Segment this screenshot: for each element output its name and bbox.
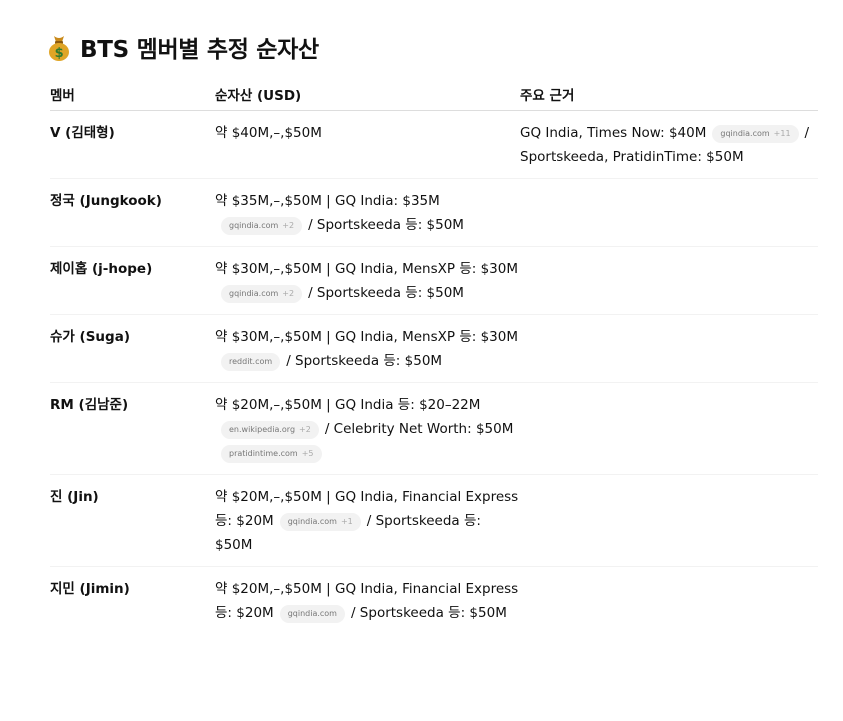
source-more-count: +2 <box>299 425 311 434</box>
svg-text:$: $ <box>55 46 64 61</box>
source-domain: gqindia.com <box>229 289 279 298</box>
source-more-count: +2 <box>282 289 295 298</box>
basis-cell: GQ India, Times Now: $40M gqindia.com +11/… <box>520 110 818 179</box>
source-domain: gqindia.com <box>287 517 337 526</box>
basis-cell <box>520 382 818 475</box>
net-worth-cell: 약 $20M,–,$50M | GQ India, Financial Expr… <box>215 474 520 567</box>
source-chip[interactable]: reddit.com <box>221 353 281 371</box>
table-row: 정국 (Jungkook) 약 $35M,–,$50M | GQ India: $… <box>50 178 818 247</box>
basis-cell <box>520 474 818 567</box>
source-chip[interactable]: gqindia.com <box>279 605 345 623</box>
table-row: 제이홉 (j-hope) 약 $30M,–,$50M | GQ India, Me… <box>50 246 818 315</box>
basis-cell <box>520 567 818 635</box>
net-worth-cell: 약 $30M,–,$50M | GQ India, MensXP 등: $30M… <box>215 246 520 315</box>
member-name: RM (김남준) <box>50 382 215 475</box>
cell-text: / Sportskeeda, PratidinTime: $50M <box>520 125 810 165</box>
net-worth-cell: 약 $20M,–,$50M | GQ India, Financial Expr… <box>215 567 520 635</box>
source-domain: reddit.com <box>229 357 273 366</box>
source-domain: gqindia.com <box>287 609 337 618</box>
member-name: 진 (Jin) <box>50 474 215 567</box>
member-name: V (김태형) <box>50 110 215 179</box>
cell-text: / Sportskeeda 등: $50M <box>286 353 443 369</box>
header-net-worth: 순자산 (USD) <box>215 84 520 111</box>
member-name: 지민 (Jimin) <box>50 581 130 597</box>
source-more-count: +5 <box>301 449 314 458</box>
source-domain: gqindia.com <box>720 129 770 138</box>
member-name: 정국 (Jungkook) <box>50 178 215 247</box>
net-worth-cell: 약 $40M,–,$50M <box>215 110 520 179</box>
table-row: V (김태형) 약 $40M,–,$50M GQ India, Times Now:… <box>50 110 818 179</box>
cell-text: / Sportskeeda 등: $50M <box>308 285 464 301</box>
cell-text: 약 $20M,–,$50M | GQ India 등: $20–22M <box>215 397 481 413</box>
source-more-count: +11 <box>773 129 791 138</box>
source-chip[interactable]: gqindia.com +11 <box>712 125 799 143</box>
money-bag-icon: $ <box>46 33 72 61</box>
source-chip[interactable]: gqindia.com +1 <box>279 513 361 531</box>
page-title: $ BTS 멤버별 추정 순자산 <box>46 30 818 64</box>
table-row: 진 (Jin) 약 $20M,–,$50M | GQ India, Financi… <box>50 474 818 567</box>
cell-text: / Sportskeeda 등: $50M <box>215 513 481 553</box>
cell-text: GQ India, Times Now: $40M <box>520 125 707 141</box>
basis-cell <box>520 314 818 383</box>
source-chip[interactable]: pratidintime.com +5 <box>221 445 322 463</box>
source-chip[interactable]: gqindia.com +2 <box>221 217 303 235</box>
cell-text: 약 $20M,–,$50M | GQ India, Financial Expr… <box>215 489 519 529</box>
member-name: 제이홉 (j-hope) <box>50 246 215 315</box>
cell-text: 약 $20M,–,$50M | GQ India, Financial Expr… <box>215 581 519 621</box>
header-member: 멤버 <box>50 84 215 111</box>
cell-text: / Sportskeeda 등: $50M <box>350 605 507 621</box>
net-worth-cell: 약 $30M,–,$50M | GQ India, MensXP 등: $30M… <box>215 314 520 383</box>
cell-text: / Sportskeeda 등: $50M <box>308 217 464 233</box>
cell-text: 약 $40M,–,$50M <box>215 125 322 141</box>
net-worth-cell: 약 $20M,–,$50M | GQ India 등: $20–22M en.wi… <box>215 382 520 475</box>
table-row: 지민 (Jimin) 약 $20M,–,$50M | GQ India, Fina… <box>50 567 818 635</box>
cell-text: 약 $30M,–,$50M | GQ India, MensXP 등: $30M <box>215 329 518 345</box>
source-more-count: +2 <box>282 221 295 230</box>
table-row: RM (김남준) 약 $20M,–,$50M | GQ India 등: $20–… <box>50 382 818 475</box>
basis-cell <box>520 178 818 247</box>
source-chip[interactable]: gqindia.com +2 <box>221 285 303 303</box>
source-domain: pratidintime.com <box>229 449 298 458</box>
source-chip[interactable]: en.wikipedia.org +2 <box>221 421 319 439</box>
cell-text: 약 $35M,–,$50M | GQ India: $35M <box>215 193 440 209</box>
net-worth-cell: 약 $35M,–,$50M | GQ India: $35M gqindia.co… <box>215 178 520 247</box>
member-name: 슈가 (Suga) <box>50 314 215 383</box>
source-domain: gqindia.com <box>229 221 279 230</box>
source-more-count: +1 <box>340 517 353 526</box>
source-domain: en.wikipedia.org <box>229 425 296 434</box>
table-row: 슈가 (Suga) 약 $30M,–,$50M | GQ India, MensX… <box>50 314 818 383</box>
net-worth-table: 멤버 순자산 (USD) 주요 근거 V (김태형) 약 $40M,–,$50M G… <box>50 84 818 634</box>
content: $ BTS 멤버별 추정 순자산 멤버 순자산 (USD) 주요 근거 V (김… <box>49 30 818 634</box>
cell-text: 약 $30M,–,$50M | GQ India, MensXP 등: $30M <box>215 261 518 277</box>
title-text: BTS 멤버별 추정 순자산 <box>80 37 319 63</box>
cell-text: / Celebrity Net Worth: $50M <box>324 421 514 437</box>
basis-cell <box>520 246 818 315</box>
header-basis: 주요 근거 <box>520 84 818 111</box>
